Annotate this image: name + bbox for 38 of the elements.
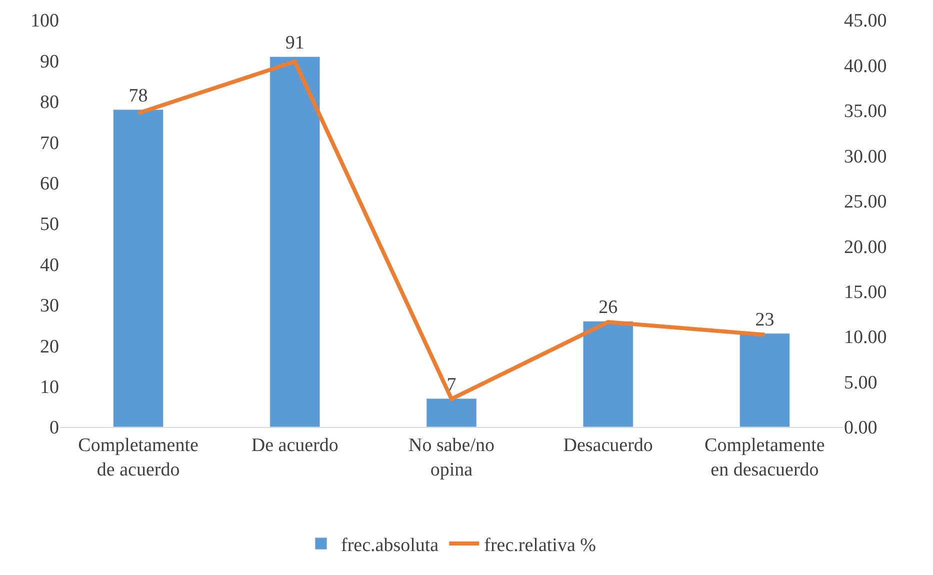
- y2-tick-label: 30.00: [844, 146, 887, 168]
- bar: [426, 398, 477, 427]
- y2-tick-label: 5.00: [844, 372, 878, 394]
- y-tick-label: 80: [40, 92, 59, 114]
- y2-tick-label: 0.00: [844, 418, 878, 439]
- x-tick-label: No sabe/no opina: [408, 434, 495, 480]
- x-tick-label: De acuerdo: [251, 434, 338, 456]
- y2-tick-label: 15.00: [844, 282, 887, 303]
- y2-tick-label: 40.00: [844, 56, 887, 77]
- y-tick-label: 20: [40, 336, 59, 358]
- y2-tick-label: 10.00: [844, 327, 887, 348]
- data-label: 26: [598, 297, 618, 318]
- y-tick-label: 60: [40, 173, 59, 194]
- y-tick-label: 100: [30, 10, 59, 32]
- legend-label: frec.relativa %: [484, 534, 596, 556]
- y-tick-label: 70: [40, 132, 59, 154]
- y-tick-label: 90: [40, 51, 59, 72]
- legend-label: frec.absoluta: [341, 534, 440, 556]
- data-label: 91: [285, 32, 304, 54]
- bar: [582, 320, 634, 427]
- y2-tick-label: 20.00: [844, 236, 887, 258]
- data-label: 78: [128, 86, 148, 107]
- data-label: 7: [446, 374, 456, 396]
- data-label: 23: [755, 309, 774, 330]
- y2-tick-label: 45.00: [844, 10, 887, 32]
- y-tick-label: 10: [40, 376, 59, 398]
- y2-tick-label: 35.00: [844, 101, 887, 122]
- y-tick-label: 30: [40, 296, 59, 317]
- x-tick-label: Completamente en desacuerdo: [704, 434, 825, 480]
- y-tick-label: 40: [40, 254, 59, 276]
- bar: [112, 109, 164, 427]
- y2-tick-label: 25.00: [844, 192, 887, 213]
- y-tick-label: 0: [50, 418, 59, 439]
- bar: [739, 333, 790, 427]
- x-tick-label: Desacuerdo: [563, 434, 653, 456]
- x-tick-label: Completamente de acuerdo: [78, 434, 198, 480]
- y-tick-label: 50: [40, 214, 59, 236]
- bar: [270, 56, 320, 427]
